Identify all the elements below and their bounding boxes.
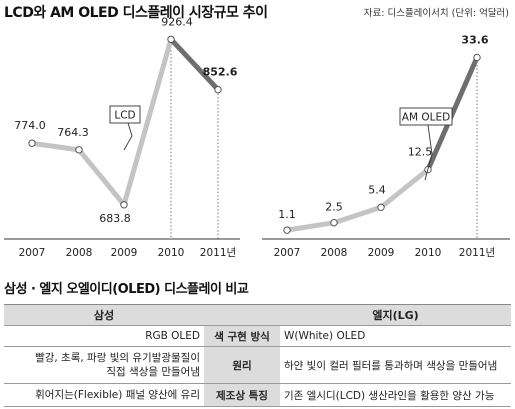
data-point xyxy=(28,139,36,147)
data-point xyxy=(283,226,291,234)
value-label: 33.6 xyxy=(461,33,488,46)
comparison-header-row: 삼성 엘지(LG) xyxy=(4,304,511,326)
source-note: 자료: 디스플레이서치 (단위: 억달러) xyxy=(363,8,509,19)
series-segment xyxy=(378,167,431,210)
value-label: 852.6 xyxy=(203,66,238,79)
series-segment xyxy=(121,36,174,208)
data-point xyxy=(214,85,222,94)
comparison-title: 삼성 · 엘지 오엘이디(OLED) 디스플레이 비교 xyxy=(4,282,249,297)
value-label: 12.5 xyxy=(408,146,433,159)
value-label: 1.1 xyxy=(278,208,296,221)
series-label-box xyxy=(109,105,141,124)
header-lg: 엘지(LG) xyxy=(280,304,511,326)
callout-leader xyxy=(424,124,433,181)
header-samsung: 삼성 xyxy=(4,304,204,326)
series-label-box xyxy=(399,107,453,126)
series-segment xyxy=(425,54,480,173)
tick-label: 2010 xyxy=(158,247,185,259)
lg-cell: 하얀 빛이 컬러 필터를 통과하며 색상을 만들어냄 xyxy=(280,346,511,384)
table-row: 빨강, 초록, 파랑 빛의 유기발광물질이 직접 색상을 만들어냄 원리 하얀 … xyxy=(4,346,511,384)
samsung-cell: RGB OLED xyxy=(4,325,204,347)
lg-cell: 기존 엘시디(LCD) 생산라인을 활용한 양산 가능 xyxy=(280,383,511,407)
value-label: 764.3 xyxy=(57,126,89,139)
series-segment xyxy=(284,220,337,233)
value-label: 5.4 xyxy=(368,183,386,196)
value-label: 774.0 xyxy=(14,119,46,132)
tick-label: 2009 xyxy=(368,247,395,259)
header-blank xyxy=(204,304,280,326)
lg-cell: W(White) OLED xyxy=(280,325,511,347)
table-row: RGB OLED 색 구현 방식 W(White) OLED xyxy=(4,325,511,347)
tick-label: 2009 xyxy=(111,247,138,259)
tick-label: 2008 xyxy=(66,247,93,259)
data-point xyxy=(120,201,128,209)
category-cell: 제조상 특징 xyxy=(204,383,280,407)
tick-label: 2011년 xyxy=(459,247,495,259)
series-segment xyxy=(168,36,221,93)
chart-title: LCD와 AM OLED 디스플레이 시장규모 추이 xyxy=(4,5,268,21)
data-point xyxy=(377,203,385,212)
data-point xyxy=(330,219,338,227)
tick-label: 2007 xyxy=(19,247,46,259)
tick-label: 2007 xyxy=(274,247,301,259)
tick-label: 2010 xyxy=(415,247,442,259)
tick-label: 2008 xyxy=(321,247,348,259)
series-segment xyxy=(29,140,82,153)
value-label: 2.5 xyxy=(325,201,343,214)
samsung-cell: 빨강, 초록, 파랑 빛의 유기발광물질이 직접 색상을 만들어냄 xyxy=(4,346,204,384)
samsung-cell: 휘어지는(Flexible) 패널 양산에 유리 xyxy=(4,383,204,407)
series-segment xyxy=(331,204,384,226)
series-segment xyxy=(76,147,127,208)
category-cell: 색 구현 방식 xyxy=(204,325,280,347)
data-point xyxy=(473,53,481,62)
table-row: 휘어지는(Flexible) 패널 양산에 유리 제조상 특징 기존 엘시디(L… xyxy=(4,383,511,407)
callout-leader xyxy=(123,122,133,151)
category-cell: 원리 xyxy=(204,346,280,384)
value-label: 683.8 xyxy=(99,212,131,225)
series-label: LCD xyxy=(114,110,135,122)
comparison-table: 삼성 엘지(LG) RGB OLED 색 구현 방식 W(White) OLED… xyxy=(4,304,511,407)
value-label: 926.4 xyxy=(161,15,193,28)
data-point xyxy=(167,35,175,43)
charts-svg: 774.0 764.3 683.8 926.4 852.6 2007 2008 2009 201… xyxy=(4,15,510,259)
tick-label: 2011년 xyxy=(200,247,236,259)
series-label: AM OLED xyxy=(402,112,450,124)
data-point xyxy=(75,146,83,154)
